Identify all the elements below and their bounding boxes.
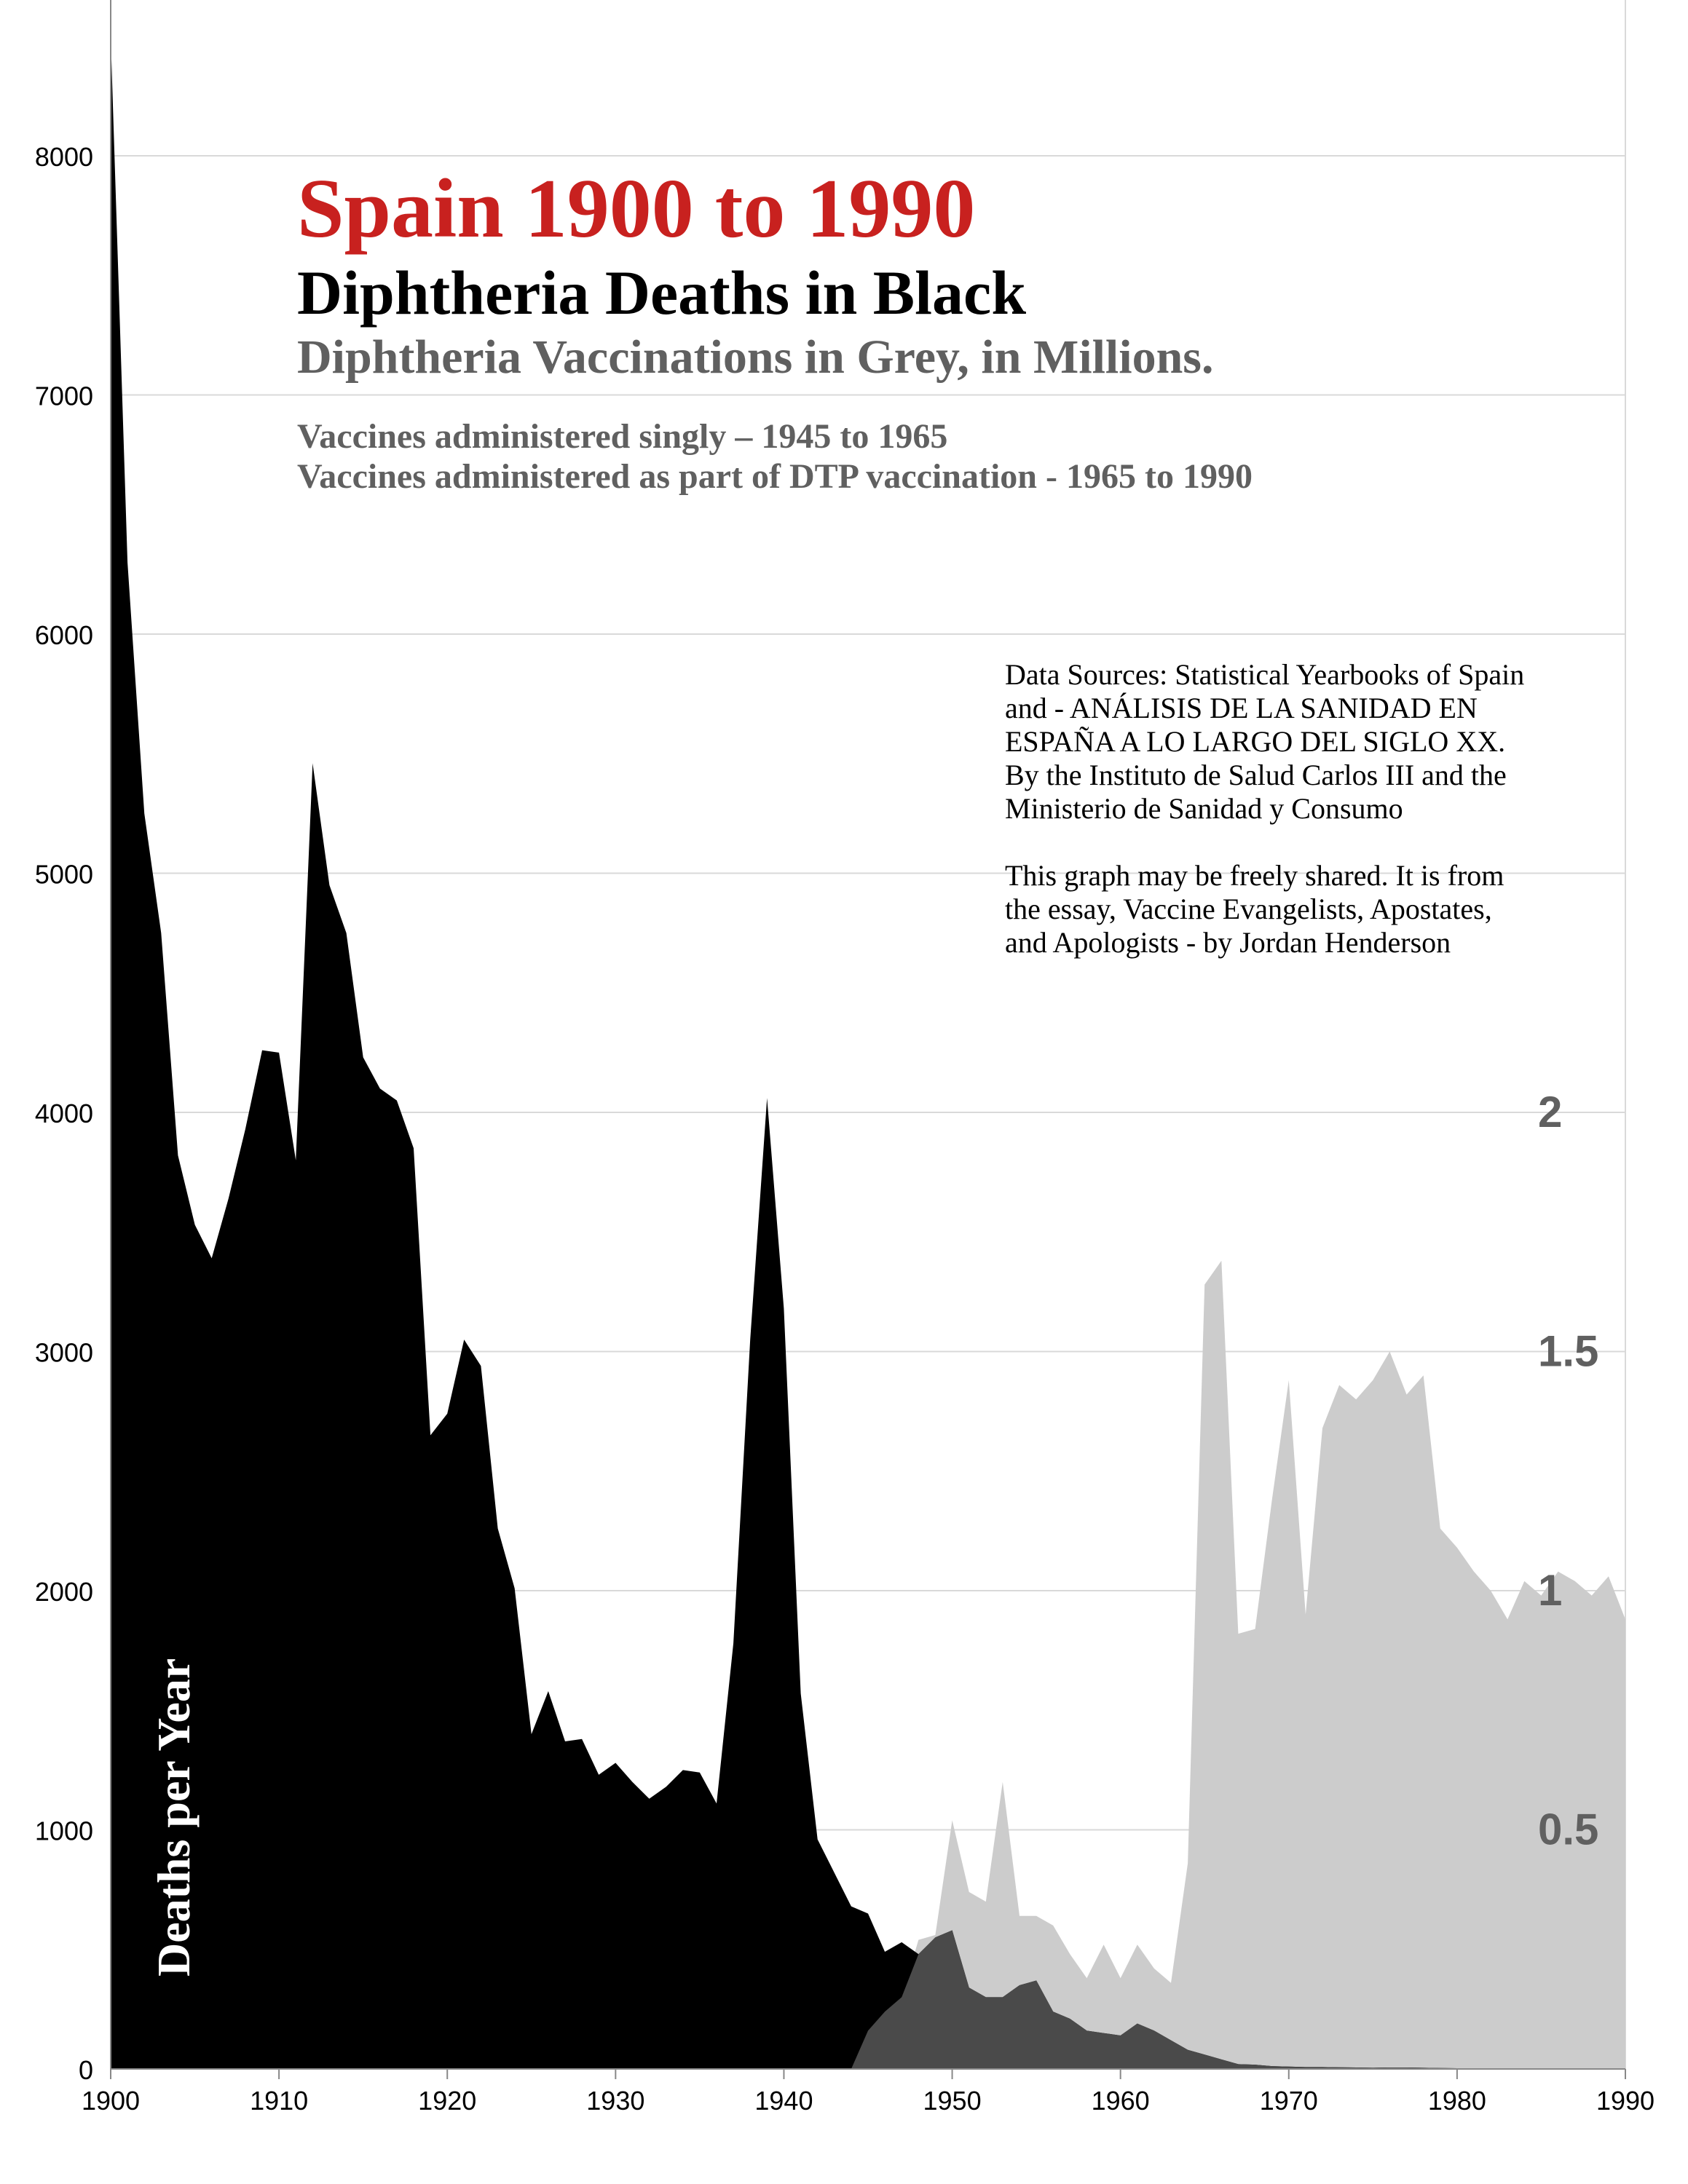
- x-tick-label-1990: 1990: [1596, 2086, 1655, 2116]
- title-block: Spain 1900 to 1990 Diphtheria Deaths in …: [297, 162, 1462, 386]
- note-single: Vaccines administered singly – 1945 to 1…: [297, 417, 948, 456]
- x-tick-label-1980: 1980: [1428, 2086, 1486, 2116]
- note-dtp: Vaccines administered as part of DTP vac…: [297, 457, 1253, 496]
- y2-tick-label-1: 1: [1538, 1566, 1562, 1615]
- y-tick-label-1000: 1000: [35, 1816, 93, 1846]
- x-tick-label-1960: 1960: [1092, 2086, 1150, 2116]
- y-axis-label: Deaths per Year: [148, 1658, 200, 1977]
- data-sources-text: Data Sources: Statistical Yearbooks of S…: [1005, 658, 1525, 825]
- vaccine-notes: Vaccines administered singly – 1945 to 1…: [297, 416, 1535, 496]
- y-tick-label-3000: 3000: [35, 1338, 93, 1368]
- y-tick-label-5000: 5000: [35, 860, 93, 890]
- series-layer: [111, 36, 1625, 2069]
- y-tick-label-4000: 4000: [35, 1099, 93, 1128]
- y2-tick-label-1.5: 1.5: [1538, 1327, 1598, 1376]
- x-tick-label-1910: 1910: [250, 2086, 308, 2116]
- y-tick-label-8000: 8000: [35, 142, 93, 172]
- y-tick-label-0: 0: [79, 2055, 93, 2085]
- overlap-area: [851, 1930, 1625, 2069]
- vaccinations-area: [851, 1260, 1625, 2069]
- chart-title: Spain 1900 to 1990: [297, 162, 976, 256]
- x-tick-label-1900: 1900: [82, 2086, 140, 2116]
- x-tick-label-1920: 1920: [418, 2086, 476, 2116]
- x-tick-label-1940: 1940: [754, 2086, 813, 2116]
- chart-subtitle-deaths: Diphtheria Deaths in Black: [297, 258, 1027, 328]
- deaths-area: [111, 36, 1625, 2069]
- y-tick-label-7000: 7000: [35, 381, 93, 411]
- sources-block: Data Sources: Statistical Yearbooks of S…: [1005, 658, 1529, 993]
- y-tick-label-2000: 2000: [35, 1577, 93, 1607]
- y2-tick-label-2: 2: [1538, 1088, 1562, 1136]
- share-note-text: This graph may be freely shared. It is f…: [1005, 859, 1504, 959]
- axes: [110, 0, 1626, 2079]
- y-tick-label-6000: 6000: [35, 620, 93, 650]
- tick-labels: 0 1000 2000 3000 4000 5000 6000 7000 8000 1900 191…: [35, 142, 1655, 2116]
- chart-subtitle-vaccinations: Diphtheria Vaccinations in Grey, in Mill…: [297, 331, 1214, 384]
- x-tick-label-1930: 1930: [586, 2086, 644, 2116]
- x-tick-label-1970: 1970: [1260, 2086, 1318, 2116]
- y2-tick-label-0.5: 0.5: [1538, 1805, 1598, 1854]
- x-tick-label-1950: 1950: [923, 2086, 982, 2116]
